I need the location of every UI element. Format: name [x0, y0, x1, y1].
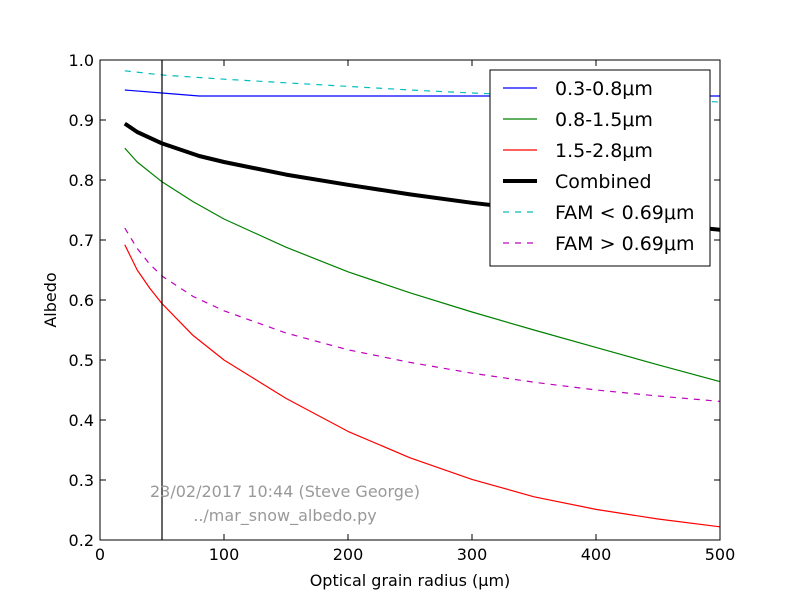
- y-tick-label: 0.2: [69, 531, 94, 550]
- series-line-5: [124, 227, 720, 402]
- legend-entry-5: FAM > 0.69μm: [503, 233, 694, 255]
- legend-label: Combined: [555, 171, 652, 193]
- legend-entry-4: FAM < 0.69μm: [503, 202, 694, 224]
- y-tick-label: 0.4: [69, 411, 94, 430]
- legend-label: 1.5-2.8μm: [555, 140, 653, 162]
- y-tick-label: 0.6: [69, 291, 94, 310]
- legend: 0.3-0.8μm 0.8-1.5μm 1.5-2.8μm Combined FAM <…: [489, 69, 711, 267]
- legend-box: [489, 69, 711, 267]
- ticks-layer: 0 100 200 300 400 500 0.2 0.3 0.4 0.5 0.6 0.7 0.8 0.9…: [69, 51, 736, 564]
- x-tick-label: 0: [95, 545, 105, 564]
- y-axis-label: Albedo: [41, 272, 60, 327]
- x-tick-label: 500: [705, 545, 736, 564]
- y-tick-label: 1.0: [69, 51, 94, 70]
- annotation-timestamp: 23/02/2017 10:44 (Steve George): [150, 482, 420, 501]
- legend-entry-3: Combined: [503, 171, 652, 193]
- legend-label: FAM < 0.69μm: [555, 202, 694, 224]
- annotation-script: ../mar_snow_albedo.py: [193, 506, 377, 526]
- y-tick-label: 0.9: [69, 111, 94, 130]
- legend-label: 0.8-1.5μm: [555, 109, 653, 131]
- x-tick-label: 100: [209, 545, 240, 564]
- y-tick-label: 0.7: [69, 231, 94, 250]
- x-tick-label: 300: [457, 545, 488, 564]
- legend-entry-0: 0.3-0.8μm: [503, 78, 653, 100]
- legend-entry-1: 0.8-1.5μm: [503, 109, 653, 131]
- x-axis-label: Optical grain radius (μm): [310, 571, 511, 590]
- x-tick-label: 200: [333, 545, 364, 564]
- legend-label: FAM > 0.69μm: [555, 233, 694, 255]
- y-tick-label: 0.8: [69, 171, 94, 190]
- x-tick-label: 400: [581, 545, 612, 564]
- y-tick-label: 0.3: [69, 471, 94, 490]
- series-line-2: [124, 244, 720, 528]
- y-tick-label: 0.5: [69, 351, 94, 370]
- legend-entry-2: 1.5-2.8μm: [503, 140, 653, 162]
- legend-label: 0.3-0.8μm: [555, 78, 653, 100]
